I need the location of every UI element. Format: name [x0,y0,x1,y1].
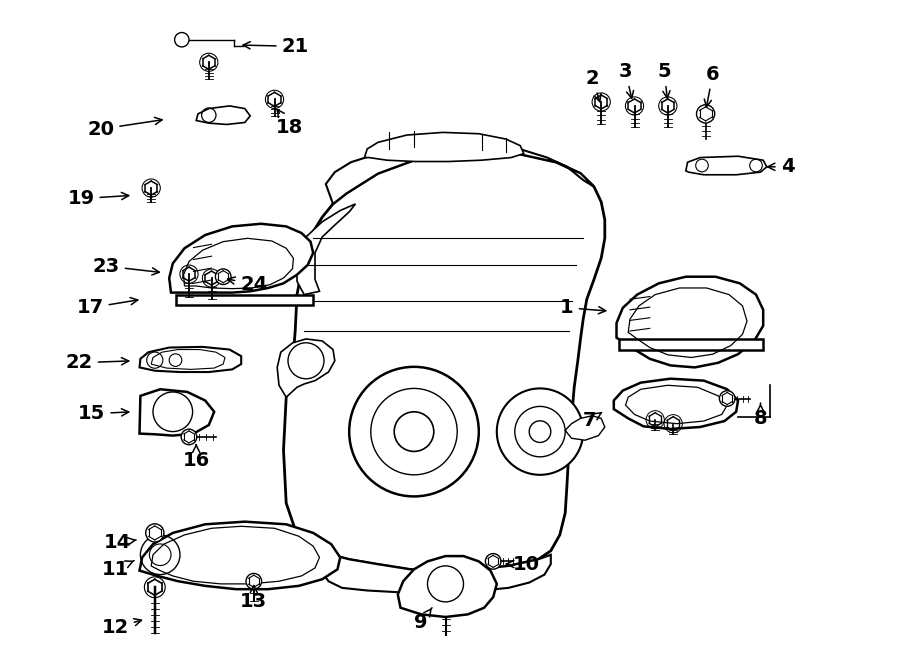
Circle shape [349,367,479,496]
Circle shape [697,105,715,123]
Text: 14: 14 [104,534,136,552]
Text: 19: 19 [68,189,129,208]
Circle shape [497,389,583,475]
Polygon shape [619,339,763,350]
Circle shape [146,524,164,542]
Text: 24: 24 [228,275,267,294]
Text: 15: 15 [78,404,129,423]
Text: 5: 5 [657,62,671,98]
Polygon shape [169,224,313,293]
Circle shape [394,412,434,451]
Text: 1: 1 [560,299,606,317]
Text: 17: 17 [76,297,138,317]
Polygon shape [614,379,738,429]
Polygon shape [140,389,214,436]
Polygon shape [326,144,594,204]
Text: 20: 20 [87,117,162,138]
Text: 18: 18 [276,109,303,136]
Polygon shape [616,277,763,367]
Polygon shape [686,156,767,175]
Polygon shape [176,295,313,305]
Polygon shape [140,347,241,372]
Text: 21: 21 [243,37,309,56]
Polygon shape [284,152,605,571]
Text: 16: 16 [183,445,210,469]
Polygon shape [196,106,250,124]
Polygon shape [322,555,551,592]
Polygon shape [364,132,524,162]
Polygon shape [277,339,335,397]
Text: 3: 3 [619,62,634,98]
Circle shape [175,32,189,47]
Circle shape [529,421,551,442]
Text: 11: 11 [102,560,134,579]
Circle shape [719,391,735,406]
Polygon shape [140,522,340,589]
Text: 6: 6 [705,65,720,107]
Text: 4: 4 [768,158,795,176]
Circle shape [485,553,501,569]
Text: 7: 7 [583,411,601,430]
Polygon shape [398,556,497,617]
Text: 2: 2 [585,69,601,102]
Text: 22: 22 [66,354,129,372]
Circle shape [215,269,231,285]
Circle shape [246,573,262,589]
Text: 8: 8 [753,403,768,428]
Text: 10: 10 [507,555,540,573]
Text: 23: 23 [93,257,159,275]
Circle shape [181,429,197,445]
Text: 9: 9 [415,608,432,632]
Text: 12: 12 [102,618,141,637]
Polygon shape [565,416,605,440]
Polygon shape [297,204,356,295]
Text: 13: 13 [240,585,267,610]
